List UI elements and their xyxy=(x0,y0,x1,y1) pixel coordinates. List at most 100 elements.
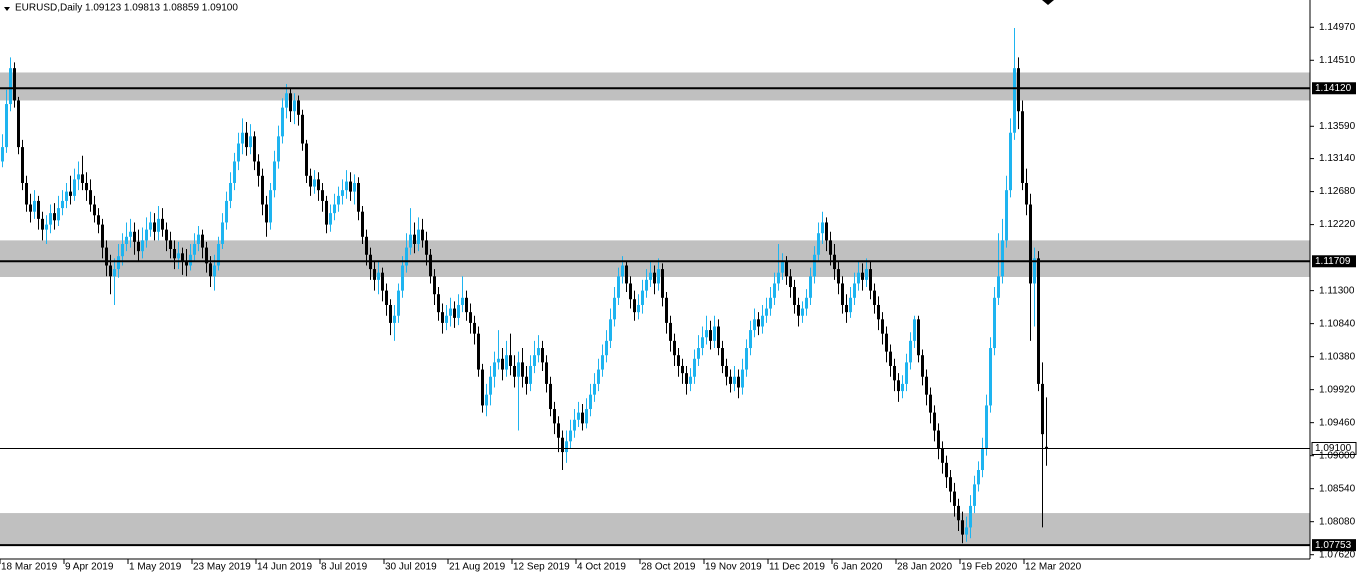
candle-body xyxy=(373,269,376,280)
candle-body xyxy=(757,319,760,327)
candle-body xyxy=(13,68,16,101)
candle-body xyxy=(973,484,976,506)
candle-body xyxy=(521,362,524,377)
candle-body xyxy=(221,222,224,244)
candle-body xyxy=(1,147,4,162)
candle-body xyxy=(617,276,620,298)
candle-body xyxy=(385,290,388,305)
candle-body xyxy=(145,229,148,241)
candle-body xyxy=(173,249,176,259)
candle-body xyxy=(265,204,268,223)
candle-body xyxy=(389,304,392,323)
candle-body xyxy=(193,243,196,255)
candle-body xyxy=(305,143,308,176)
candle-body xyxy=(777,272,780,284)
x-tick-label: 12 Sep 2019 xyxy=(513,562,570,573)
candle-body xyxy=(353,182,356,192)
candle-body xyxy=(1025,182,1028,205)
candle-body xyxy=(977,470,980,485)
candle-body xyxy=(953,491,956,506)
candle-body xyxy=(685,373,688,384)
candle-body xyxy=(789,276,792,288)
candle-body xyxy=(889,351,892,366)
candle-body xyxy=(409,234,412,248)
candle-body xyxy=(633,299,636,313)
candle-body xyxy=(445,315,448,323)
candle-body xyxy=(201,234,204,248)
candle-body xyxy=(241,132,244,144)
candle-body xyxy=(793,287,796,305)
candle-body xyxy=(857,272,860,284)
candle-body xyxy=(509,355,512,366)
candle-body xyxy=(317,179,320,191)
candle-body xyxy=(981,448,984,471)
candle-body xyxy=(209,263,212,277)
x-tick-label: 28 Oct 2019 xyxy=(641,562,696,573)
menu-arrow[interactable] xyxy=(4,7,10,11)
candle-body xyxy=(1005,190,1008,241)
candle-body xyxy=(689,376,692,384)
y-tick-label: 1.11300 xyxy=(1319,285,1355,296)
candle-body xyxy=(805,297,808,309)
candle-body xyxy=(425,240,428,255)
candle-body xyxy=(965,527,968,535)
candle-body xyxy=(797,304,800,316)
candle-body xyxy=(437,294,440,313)
candle-body xyxy=(457,304,460,318)
candle-body xyxy=(177,253,180,259)
candle-body xyxy=(665,297,668,323)
candle-body xyxy=(569,430,572,442)
candle-body xyxy=(81,174,84,183)
candle-body xyxy=(381,272,384,291)
candle-body xyxy=(773,283,776,298)
candle-body xyxy=(785,261,788,277)
candle-body xyxy=(713,326,716,341)
candle-body xyxy=(613,297,616,320)
y-tick-label: 1.12680 xyxy=(1319,186,1356,197)
candle-body xyxy=(269,190,272,223)
candle-body xyxy=(809,276,812,298)
x-tick-label: 8 Jul 2019 xyxy=(321,562,368,573)
candle-body xyxy=(741,369,744,388)
candle-body xyxy=(517,362,520,377)
candle-body xyxy=(285,93,288,108)
candle-body xyxy=(845,304,848,313)
levels: 1.14120 1.11709 1.07753 1.09100 xyxy=(0,82,1357,552)
candle-body xyxy=(309,175,312,187)
candle-body xyxy=(597,369,600,384)
candle-body xyxy=(961,520,964,535)
candle-body xyxy=(137,241,140,252)
candle-body xyxy=(537,348,540,356)
candle-body xyxy=(333,204,336,214)
candle-body xyxy=(417,229,420,244)
y-tick-label: 1.14510 xyxy=(1319,55,1356,66)
candle-body xyxy=(377,272,380,280)
candle-body xyxy=(9,68,12,105)
candle-body xyxy=(345,181,348,191)
candle-body xyxy=(949,477,952,492)
candle-body xyxy=(217,243,220,266)
candle-body xyxy=(513,365,516,377)
candle-body xyxy=(461,297,464,305)
candle-body xyxy=(621,265,624,277)
candle-body xyxy=(133,231,136,242)
candle-body xyxy=(533,355,536,366)
candle-body xyxy=(693,358,696,377)
zone xyxy=(0,513,1310,545)
candle-body xyxy=(93,204,96,216)
candle-body xyxy=(969,505,972,528)
candle-body xyxy=(525,376,528,384)
candle-body xyxy=(229,182,232,201)
candle-body xyxy=(349,181,352,192)
candle-body xyxy=(21,147,24,183)
level-label: 1.07753 xyxy=(1315,540,1352,551)
candle-body xyxy=(941,448,944,463)
candle-body xyxy=(677,355,680,366)
x-tick-label: 11 Dec 2019 xyxy=(769,562,825,573)
candle-body xyxy=(761,315,764,327)
candle-body xyxy=(397,290,400,316)
candle-body xyxy=(357,182,360,212)
candle-body xyxy=(557,423,560,438)
candle-body xyxy=(721,348,724,366)
candle-body xyxy=(529,365,532,384)
